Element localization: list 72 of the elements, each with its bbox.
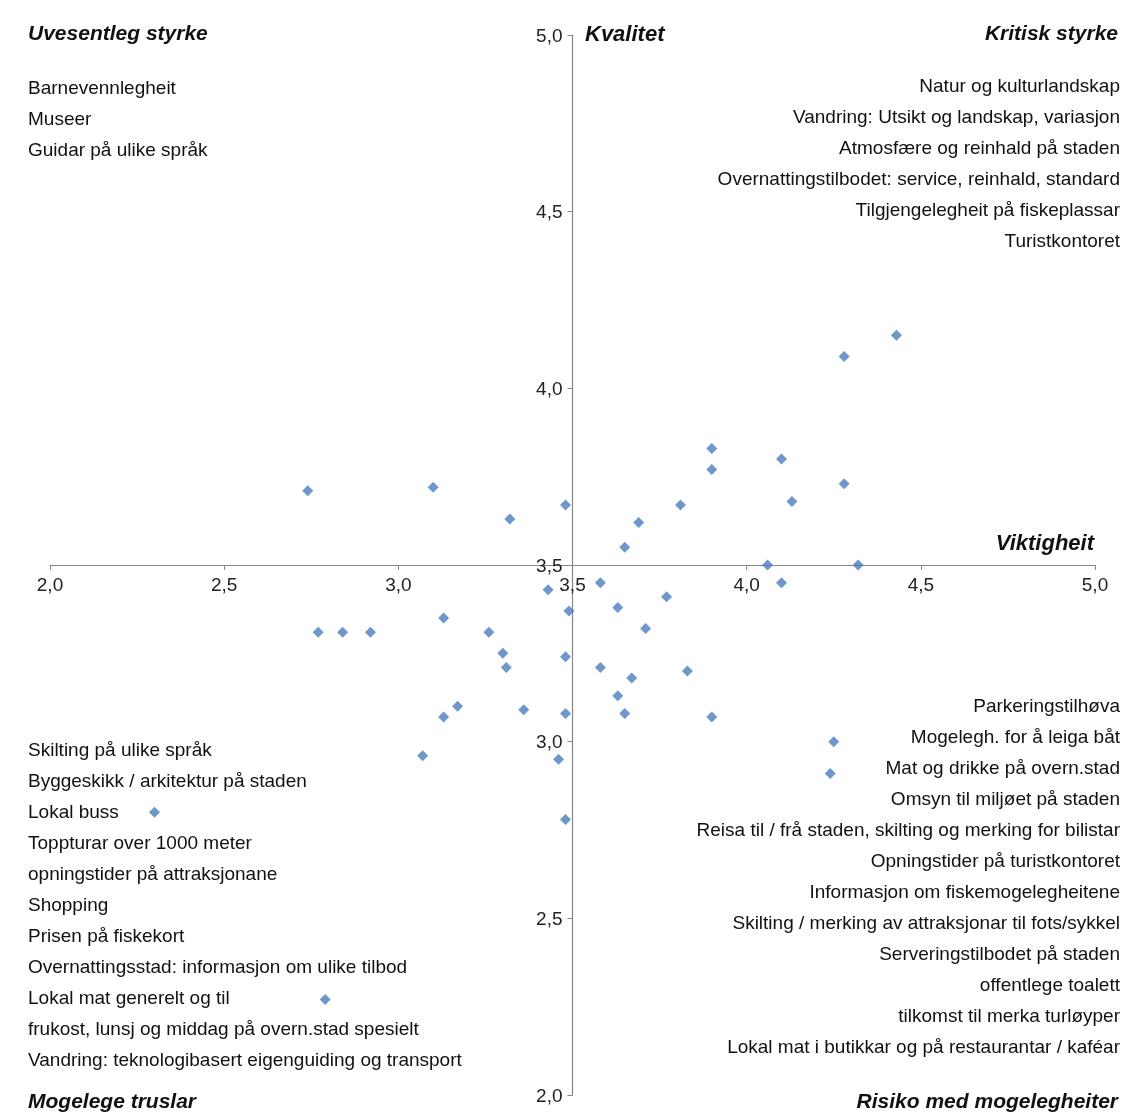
annotation: Mogelege truslar	[28, 1089, 198, 1112]
point	[500, 661, 512, 673]
point	[427, 481, 439, 493]
point	[560, 707, 572, 719]
annotation: Uvesentleg styrke	[28, 21, 209, 44]
point	[319, 994, 331, 1006]
point	[312, 626, 324, 638]
annotation: Natur og kulturlandskap Vandring: Utsikt og landskap, variasjon Atmosfære og reinhald på staden Overnattingstilbodet: service, reinhald, standard Tilgjengelegheit på fiskeplassar Turistkontoret	[717, 75, 1121, 251]
annotation: Risiko med mogelegheiter	[856, 1089, 1120, 1112]
point	[633, 517, 645, 529]
y-tick-label: 2,5	[536, 907, 563, 929]
point	[594, 577, 606, 589]
point	[674, 499, 686, 511]
x-tick-label: 3,5	[559, 574, 586, 595]
x-tick-label: 2,5	[210, 574, 238, 595]
point	[560, 651, 572, 663]
point	[661, 591, 673, 603]
point	[619, 541, 631, 553]
annotation: Kritisk styrke	[984, 21, 1119, 44]
point	[504, 513, 516, 525]
point	[681, 665, 693, 677]
point	[560, 813, 572, 825]
point	[640, 623, 652, 635]
point	[626, 672, 638, 684]
point	[786, 495, 798, 507]
point	[497, 647, 509, 659]
point	[563, 605, 575, 617]
point	[612, 690, 624, 702]
y-tick-label: 3,5	[536, 554, 563, 576]
point	[364, 626, 376, 638]
point	[542, 584, 554, 596]
point	[776, 453, 787, 465]
text: Skilting på ulike språk Byggeskikk / arkitektur på staden Lokal buss Toppturar over 1000 meter opningstider på attraksjonane Shopping Prisen på fiskekort Overnattingsstad: informasjon om ulike tilbod Lokal mat generelt og til frukost, lunsj og middag på overn.stad spesielt Vandring: teknologibasert eigenguiding og transport	[28, 739, 462, 1070]
point	[560, 499, 572, 511]
y-tick-label: 5,0	[536, 24, 563, 46]
point	[452, 700, 464, 712]
x-tick-label: 4,0	[733, 574, 760, 595]
point	[417, 750, 429, 762]
y-tick-label: 3,0	[536, 731, 563, 753]
point	[762, 559, 774, 571]
point	[337, 626, 349, 638]
y-tick-label: 4,5	[536, 201, 563, 223]
point	[518, 704, 530, 716]
y-tick-label: 4,0	[536, 377, 563, 399]
point	[594, 661, 606, 673]
x-tick-label: 5,0	[1081, 574, 1109, 595]
point	[706, 464, 718, 476]
point	[838, 478, 850, 490]
point	[852, 559, 864, 571]
point	[438, 612, 450, 624]
x-tick-label: 4,5	[907, 574, 935, 595]
point	[302, 485, 314, 497]
x-tick-label: 2,0	[36, 574, 64, 595]
point	[890, 329, 902, 341]
y-tick-label: 2,0	[536, 1084, 563, 1106]
point	[612, 601, 624, 613]
annotation: Barnevennlegheit Museer Guidar på ulike språk	[28, 77, 209, 160]
point	[828, 736, 840, 748]
point	[553, 753, 565, 765]
point	[438, 711, 450, 723]
x-tick-label: 3,0	[385, 574, 412, 595]
point	[824, 767, 836, 779]
text: Parkeringstilhøva Mogelegh. for å leiga båt Mat og drikke på overn.stad Omsyn til miljøet på staden Reisa til / frå staden, skilting og merking for bilistar Opningstider på turistkontoret Informasjon om fiskemogelegheitene Skilting / merking av attraksjonar til fots/sykkel Serveringstilbodet på staden offentlege toalett tilkomst til merka turløyper Lokal mat i butikkar og på restaurantar / kaféar	[696, 695, 1120, 1057]
point	[776, 577, 787, 589]
point	[619, 707, 631, 719]
x-axis-title: Viktigheit	[995, 529, 1096, 555]
point	[149, 806, 160, 818]
y-axis-title: Kvalitet	[585, 20, 667, 46]
point	[838, 351, 850, 363]
point	[706, 442, 718, 454]
point	[483, 626, 495, 638]
point	[706, 711, 718, 723]
